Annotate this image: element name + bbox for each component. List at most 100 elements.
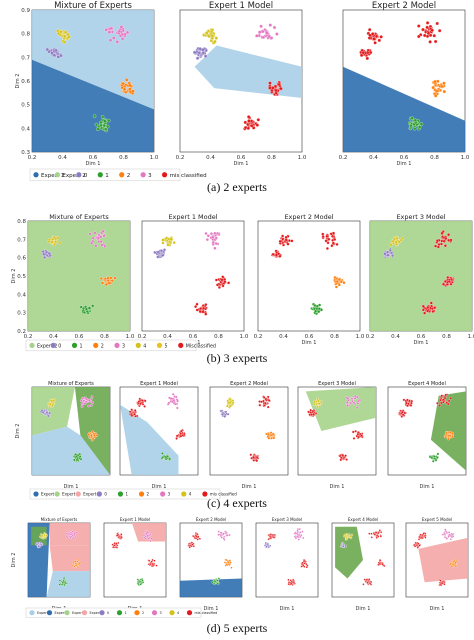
tick-label: 0.4 — [391, 334, 400, 340]
data-point — [259, 24, 263, 29]
tick-label: 0.6 — [21, 79, 30, 85]
legend-entry: 4 — [177, 611, 179, 615]
data-point — [286, 242, 290, 246]
data-point — [309, 408, 313, 412]
data-point — [290, 580, 293, 584]
panel: Expert 2 Model Dim 1 — [179, 517, 243, 612]
panel: Expert 2 Model Dim 1 — [209, 381, 289, 490]
data-point — [102, 123, 106, 128]
data-point — [361, 50, 366, 55]
data-point — [37, 541, 40, 545]
tick-label: 1.0 — [468, 334, 474, 340]
legend-marker — [29, 342, 35, 348]
data-point — [448, 431, 452, 434]
data-point — [69, 536, 72, 539]
data-point — [260, 400, 263, 404]
y-axis-label: Dim 2 — [15, 424, 21, 439]
data-point — [431, 309, 435, 314]
data-point — [73, 532, 76, 535]
data-point — [434, 244, 438, 248]
data-point — [201, 51, 206, 55]
data-point — [137, 400, 141, 403]
data-point — [107, 281, 111, 285]
data-point — [62, 576, 66, 580]
data-point — [356, 402, 360, 405]
data-point — [432, 455, 436, 458]
legend-marker — [169, 610, 175, 616]
expert-region — [131, 523, 166, 542]
data-point — [87, 433, 91, 436]
legend-marker — [116, 610, 123, 616]
data-point — [373, 533, 376, 536]
data-point — [150, 560, 153, 563]
legend-marker — [33, 172, 39, 178]
data-point — [410, 401, 413, 405]
panel: Mixture of Experts 0.2 0.4 0.6 0.8 1.0 0.3 0.4 0… — [15, 1, 159, 167]
data-point — [365, 56, 370, 61]
x-axis-label: Dim 1 — [242, 484, 257, 490]
data-point — [379, 531, 383, 534]
data-point — [279, 86, 283, 91]
legend-marker — [50, 342, 56, 348]
data-point — [130, 413, 134, 417]
data-point — [345, 458, 348, 461]
data-point — [352, 437, 356, 440]
data-point — [272, 25, 277, 30]
data-point — [441, 282, 446, 286]
data-point — [228, 404, 232, 408]
data-point — [162, 248, 167, 252]
data-point — [424, 536, 427, 539]
data-point — [101, 229, 105, 233]
row-caption: (d) 5 experts — [207, 621, 268, 635]
data-point — [447, 399, 451, 403]
data-point — [216, 579, 219, 582]
data-point — [264, 541, 267, 545]
data-point — [52, 53, 57, 57]
legend-entry: 3 — [168, 492, 171, 497]
data-point — [312, 402, 316, 406]
data-point — [353, 396, 357, 400]
tick-label: 0.6 — [417, 334, 426, 340]
data-point — [413, 118, 418, 123]
data-point — [290, 239, 294, 243]
data-point — [59, 53, 63, 58]
legend-entry: 0 — [58, 343, 61, 349]
data-point — [345, 535, 348, 539]
data-point — [391, 254, 395, 258]
legend-marker — [29, 610, 35, 616]
data-point — [77, 558, 80, 562]
data-point — [140, 577, 144, 581]
data-point — [446, 275, 450, 280]
legend-marker — [93, 342, 99, 348]
data-point — [431, 85, 435, 90]
data-point — [51, 403, 55, 407]
data-point — [335, 279, 339, 284]
data-point — [337, 283, 341, 287]
data-point — [363, 578, 366, 581]
data-point — [287, 581, 291, 584]
legend-marker — [186, 610, 193, 616]
data-point — [161, 456, 165, 459]
data-point — [213, 39, 217, 44]
legend-entry: 2 — [142, 611, 144, 615]
data-point — [267, 436, 271, 440]
tick-label: 0.6 — [75, 334, 84, 340]
data-point — [88, 399, 91, 402]
data-point — [50, 51, 54, 55]
panel-title: Mixture of Experts — [48, 381, 94, 387]
data-point — [146, 534, 149, 537]
data-point — [349, 401, 353, 405]
data-point — [140, 536, 143, 539]
tick-label: 0.9 — [21, 8, 30, 14]
data-point — [431, 459, 435, 463]
data-point — [447, 535, 450, 538]
data-point — [46, 414, 50, 418]
data-point — [447, 233, 451, 237]
data-point — [449, 537, 452, 541]
data-point — [277, 252, 281, 256]
data-point — [269, 535, 272, 539]
data-point — [63, 583, 66, 587]
data-point — [313, 303, 317, 308]
data-point — [41, 411, 45, 414]
